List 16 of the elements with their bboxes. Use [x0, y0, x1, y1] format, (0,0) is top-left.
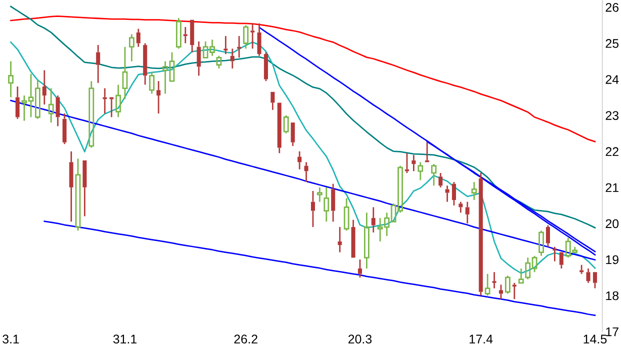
y-tick-label: 23 — [606, 111, 618, 120]
y-tick-label: 17 — [606, 327, 618, 336]
y-tick-label: 25 — [606, 39, 619, 48]
x-tick-label: 26.2 — [234, 334, 258, 344]
x-tick-label: 20.3 — [348, 334, 372, 344]
x-tick-label: 3.1 — [2, 334, 19, 344]
x-tick-label: 31.1 — [113, 334, 137, 344]
y-tick-label: 24 — [606, 75, 619, 84]
y-tick-label: 20 — [606, 219, 619, 228]
y-tick-label: 19 — [606, 255, 618, 264]
y-tick-label: 18 — [606, 291, 619, 300]
y-tick-label: 22 — [606, 147, 618, 156]
y-tick-label: 21 — [606, 183, 618, 192]
x-tick-label: 14.5 — [584, 334, 607, 344]
y-tick-label: 26 — [606, 3, 618, 12]
x-tick-label: 17.4 — [470, 334, 493, 344]
